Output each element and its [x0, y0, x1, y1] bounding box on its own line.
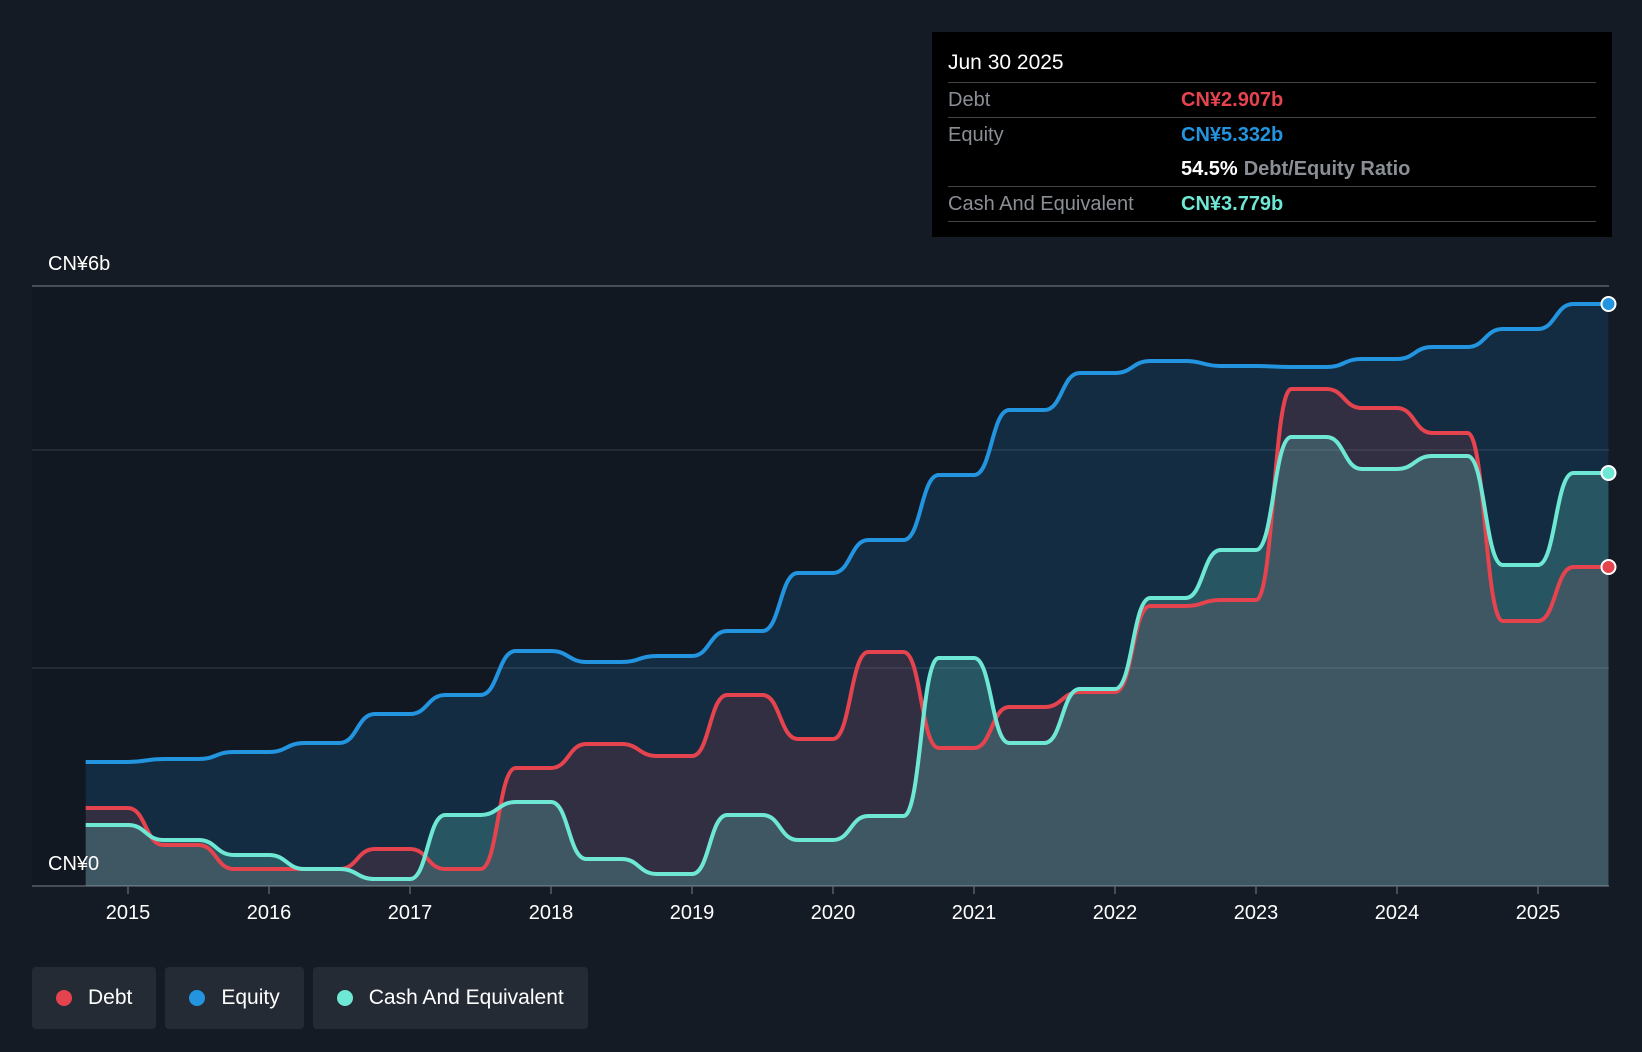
y-label-top: CN¥6b	[48, 253, 110, 275]
x-tick-label: 2016	[247, 902, 292, 924]
x-tick-label: 2017	[388, 902, 433, 924]
legend-cash-label: Cash And Equivalent	[368, 986, 564, 1009]
legend-equity-label: Equity	[221, 986, 280, 1009]
x-tick-label: 2025	[1516, 902, 1561, 924]
legend-debt-label: Debt	[88, 986, 133, 1009]
cash-and-equivalent-end-point[interactable]	[1600, 465, 1617, 481]
legend-item-cash[interactable]: Cash And Equivalent	[312, 967, 588, 1029]
x-tick-label: 2024	[1375, 902, 1420, 924]
cash-and-equivalent-line	[85, 435, 1609, 881]
legend: Debt Equity Cash And Equivalent	[32, 967, 588, 1029]
debt-end-point[interactable]	[1600, 559, 1617, 575]
x-tick-label: 2022	[1093, 902, 1138, 924]
tooltip-debt-value: CN¥2.907b	[1181, 89, 1284, 111]
debt-dot-icon	[56, 990, 72, 1006]
tooltip-debt-row: Debt CN¥2.907b	[948, 83, 1596, 118]
debt-area	[85, 389, 1609, 886]
cash-dot-icon	[336, 990, 353, 1006]
x-tick-label: 2018	[529, 902, 574, 924]
equity-area	[85, 304, 1609, 886]
tooltip-debt-label: Debt	[948, 89, 991, 111]
tooltip-ratio-value: 54.5%	[1181, 158, 1238, 180]
tooltip-ratio-label: Debt/Equity Ratio	[1243, 158, 1411, 180]
tooltip-equity-value: CN¥5.332b	[1181, 124, 1284, 146]
y-label-bottom: CN¥0	[48, 853, 99, 875]
tooltip-cash-value: CN¥3.779b	[1181, 193, 1284, 215]
plot-background	[32, 286, 1609, 886]
x-tick-label: 2023	[1234, 902, 1279, 924]
x-tick-label: 2021	[952, 902, 997, 924]
tooltip-equity-row: Equity CN¥5.332b	[948, 118, 1596, 152]
legend-item-equity[interactable]: Equity	[165, 967, 304, 1029]
tooltip-cash-row: Cash And Equivalent CN¥3.779b	[948, 187, 1596, 222]
legend-item-debt[interactable]: Debt	[32, 967, 157, 1029]
tooltip: Jun 30 2025 Debt CN¥2.907b Equity CN¥5.3…	[932, 32, 1612, 237]
tooltip-date: Jun 30 2025	[948, 48, 1596, 83]
x-tick-label: 2019	[670, 902, 715, 924]
equity-line	[85, 302, 1609, 764]
tooltip-equity-label: Equity	[948, 124, 1004, 146]
tooltip-ratio-row: 54.5% Debt/Equity Ratio	[948, 152, 1596, 187]
x-tick-label: 2015	[106, 902, 151, 924]
x-tick-label: 2020	[811, 902, 856, 924]
tooltip-cash-label: Cash And Equivalent	[948, 193, 1134, 215]
cash-and-equivalent-area	[85, 437, 1609, 886]
equity-end-point[interactable]	[1600, 296, 1617, 312]
equity-dot-icon	[189, 990, 206, 1006]
